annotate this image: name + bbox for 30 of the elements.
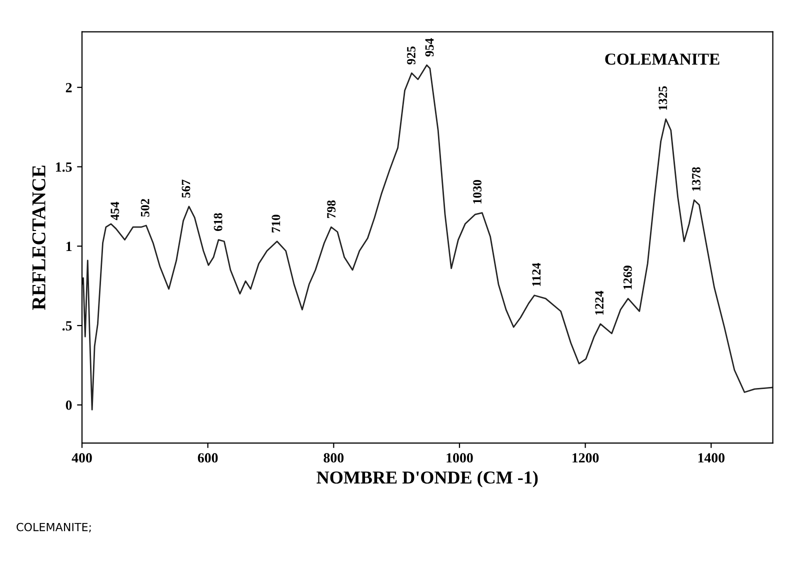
annotation: 618 (214, 213, 222, 232)
text: COLEMANITE; (16, 522, 91, 532)
line-series (82, 64, 773, 410)
annotation: 1325 (658, 86, 668, 110)
annotation: 567 (182, 180, 190, 198)
annotation: 1378 (692, 167, 700, 191)
annotation: 925 (407, 46, 416, 64)
annotation: 798 (327, 200, 336, 218)
x-tick-label: 1000 (446, 453, 473, 463)
annotation: 454 (110, 202, 120, 220)
y-axis-title: REFLECTANCE (32, 166, 46, 310)
x-tick-label: 1200 (572, 453, 599, 463)
annotation: 1030 (473, 180, 482, 204)
y-tick-label: 0 (66, 400, 72, 410)
annotation: 502 (140, 198, 150, 217)
x-tick-label: 800 (324, 453, 344, 463)
annotation: 1124 (532, 262, 541, 286)
annotation: 954 (425, 38, 434, 56)
x-tick-label: 400 (72, 453, 92, 463)
x-axis-title: NOMBRE D'ONDE (CM -1) (316, 470, 538, 488)
y-tick-label: 2 (66, 83, 72, 92)
x-tick-label: 1400 (698, 453, 725, 463)
y-tick-label: 1 (66, 242, 72, 251)
annotation: 1269 (623, 266, 632, 290)
annotation: 1224 (595, 290, 604, 315)
annotation: 710 (272, 214, 280, 232)
y-tick-label: .5 (62, 321, 72, 331)
text: COLEMANITE (605, 54, 720, 65)
x-tick-label: 600 (198, 453, 218, 463)
y-tick-label: 1.5 (56, 162, 72, 172)
